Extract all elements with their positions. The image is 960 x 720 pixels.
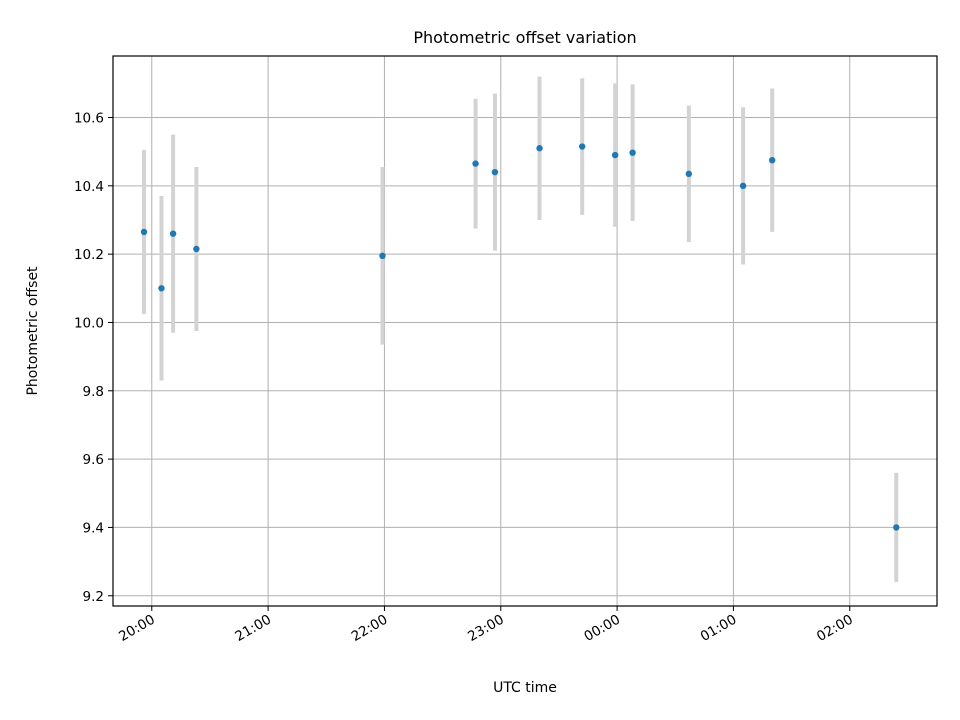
data-point bbox=[739, 182, 747, 190]
y-tick-label: 10.2 bbox=[74, 247, 104, 263]
y-axis-label: Photometric offset bbox=[25, 266, 41, 396]
chart-title: Photometric offset variation bbox=[413, 28, 636, 47]
grid bbox=[113, 56, 937, 606]
data-point bbox=[578, 143, 586, 150]
data-point bbox=[769, 156, 776, 164]
x-axis-label: UTC time bbox=[493, 680, 557, 696]
y-tick-label: 9.2 bbox=[83, 589, 104, 605]
data-point bbox=[140, 228, 148, 236]
y-tick-label: 9.4 bbox=[83, 520, 104, 536]
data-point bbox=[193, 245, 200, 253]
y-tick-label: 9.8 bbox=[83, 384, 104, 400]
plot-frame bbox=[112, 55, 938, 607]
data-point bbox=[491, 168, 499, 176]
data-point bbox=[158, 285, 165, 292]
data-point bbox=[536, 145, 543, 152]
data-point bbox=[893, 524, 900, 531]
y-tick-label: 10.6 bbox=[74, 110, 104, 126]
data-points bbox=[140, 143, 900, 531]
y-tick-label: 10.4 bbox=[74, 179, 104, 195]
data-point bbox=[685, 170, 693, 178]
y-tick-label: 9.6 bbox=[83, 452, 104, 468]
data-point bbox=[611, 151, 619, 159]
y-axis: 9.2 9.4 9.6 9.8 10.0 10.2 10.4 10.6 bbox=[74, 110, 113, 605]
y-tick-label: 10.0 bbox=[74, 315, 104, 331]
data-point bbox=[169, 230, 177, 237]
data-point bbox=[379, 252, 386, 260]
data-point bbox=[472, 160, 479, 167]
data-point bbox=[629, 149, 636, 156]
